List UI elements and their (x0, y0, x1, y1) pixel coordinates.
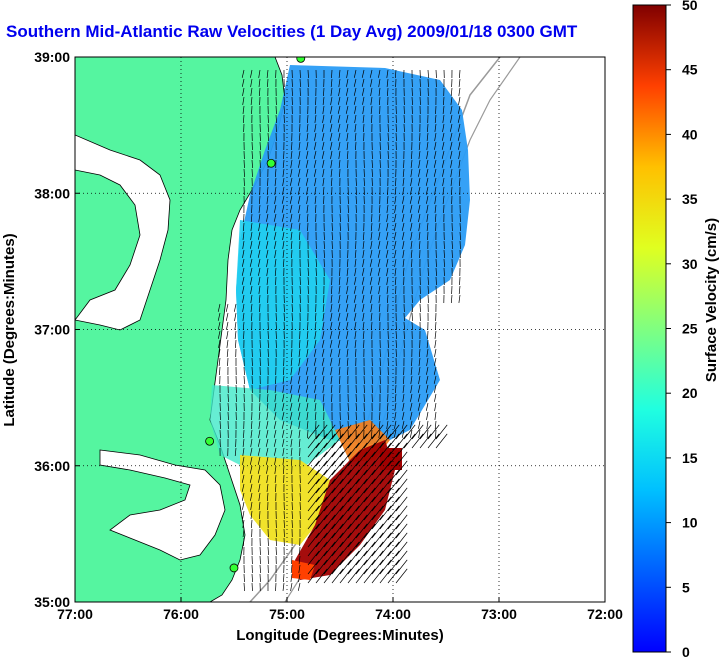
colorbar-tick-label: 50 (682, 0, 698, 13)
colorbar-tick-label: 5 (682, 579, 690, 595)
x-axis-ticks: 77:00 76:00 75:00 74:00 73:00 72:00 (57, 597, 623, 622)
colorbar-tick-label: 45 (682, 62, 698, 78)
colorbar-tick-label: 30 (682, 256, 698, 272)
x-axis-label: Longitude (Degrees:Minutes) (236, 627, 444, 644)
colorbar-tick-label: 15 (682, 450, 698, 466)
colorbar-tick-label: 0 (682, 644, 690, 659)
chesapeake-bay (75, 134, 171, 331)
y-tick-label: 38:00 (34, 185, 70, 201)
grid-lines (75, 57, 605, 602)
station-marker (205, 436, 215, 446)
x-tick-label: 74:00 (375, 606, 411, 622)
x-tick-label: 77:00 (57, 606, 93, 622)
colorbar-tick-label: 25 (682, 321, 698, 337)
colorbar-tick-label: 10 (682, 515, 698, 531)
y-tick-label: 37:00 (34, 322, 70, 338)
station-marker (229, 563, 239, 573)
velocity-field-max (295, 440, 395, 580)
velocity-vectors (217, 69, 461, 592)
radar-stations (205, 57, 306, 573)
x-tick-label: 76:00 (163, 606, 199, 622)
y-tick-label: 35:00 (34, 594, 70, 610)
velocity-arrows (217, 69, 461, 592)
colorbar-tick-label: 35 (682, 191, 698, 207)
station-marker (296, 57, 306, 63)
colorbar (632, 4, 667, 653)
velocity-field-high (292, 560, 315, 580)
map-title: Southern Mid-Atlantic Raw Velocities (1 … (6, 22, 578, 41)
station-marker (266, 158, 276, 168)
y-axis-ticks: 39:00 38:00 37:00 36:00 35:00 (34, 49, 80, 610)
colorbar-label: Surface Velocity (cm/s) (703, 218, 720, 382)
colorbar-tick-label: 20 (682, 385, 698, 401)
y-tick-label: 39:00 (34, 49, 70, 65)
x-tick-label: 73:00 (481, 606, 517, 622)
y-axis-label: Latitude (Degrees:Minutes) (1, 233, 18, 426)
colorbar-tick-label: 40 (682, 126, 698, 142)
velocity-field-max (380, 448, 402, 470)
pamlico-sound (99, 449, 226, 561)
velocity-field-high (240, 455, 330, 545)
x-tick-label: 72:00 (587, 606, 623, 622)
x-tick-label: 75:00 (269, 606, 305, 622)
y-tick-label: 36:00 (34, 458, 70, 474)
